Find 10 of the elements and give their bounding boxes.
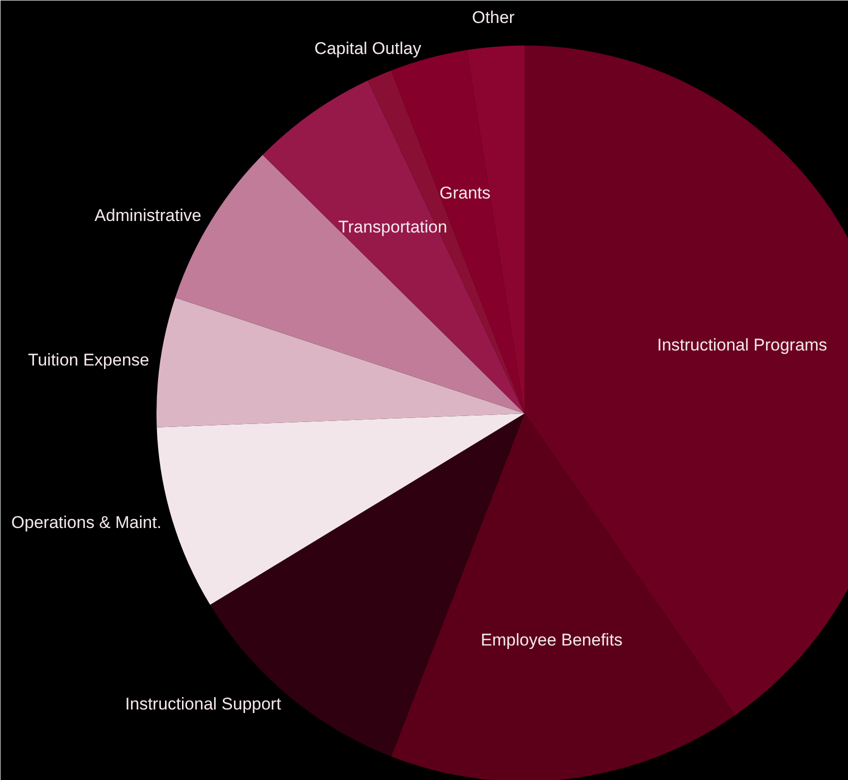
slice-label: Capital Outlay xyxy=(314,38,422,58)
slice-label: Administrative xyxy=(94,206,202,225)
slice-label: Instructional Support xyxy=(125,694,282,714)
slice-label: Grants xyxy=(439,184,491,203)
slice-label: Instructional Programs xyxy=(657,336,828,355)
slice-label: Tuition Expense xyxy=(28,350,150,370)
slice-label: Other xyxy=(472,8,515,27)
slice-label: Employee Benefits xyxy=(480,630,623,650)
slice-label: Transportation xyxy=(338,218,448,237)
slice-label: Operations & Maint. xyxy=(11,513,162,532)
